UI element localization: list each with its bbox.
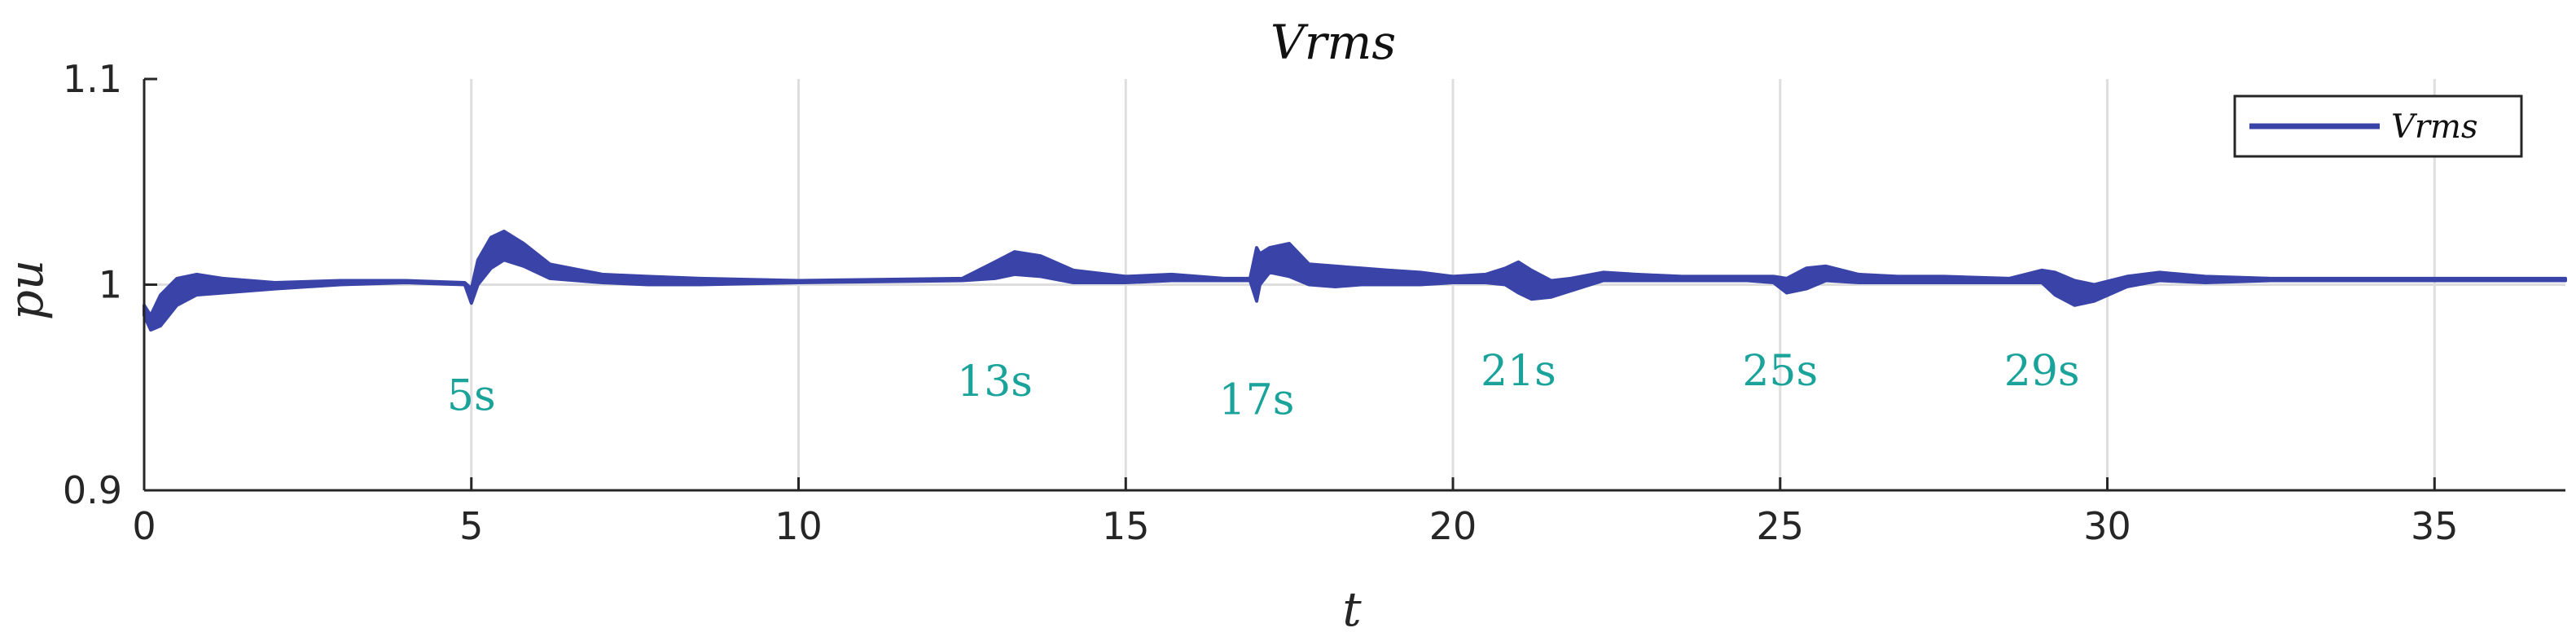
y-axis-title: pu (0, 260, 54, 320)
series-layer (143, 229, 2567, 332)
x-tick-label: 15 (1102, 504, 1150, 548)
annotation-label: 5s (447, 372, 496, 421)
legend: Vrms (2233, 94, 2523, 158)
annotation-label: 25s (1742, 347, 1818, 396)
annotation-label: 21s (1481, 347, 1556, 396)
y-tick-label: 1.1 (63, 57, 122, 101)
event-annotations: 5s 13s 17s 21s 25s 29s (447, 347, 2080, 424)
annotation-label: 13s (957, 358, 1033, 406)
x-tick-label: 35 (2411, 504, 2459, 548)
chart-title: Vrms (1270, 15, 1396, 70)
y-tick-label: 1 (99, 263, 122, 307)
series-vrms-band (143, 229, 2567, 332)
x-tick-label: 5 (459, 504, 483, 548)
annotation-label: 29s (2004, 347, 2080, 396)
x-tick-label: 25 (1757, 504, 1805, 548)
axes (143, 77, 2565, 492)
x-axis-title: t (1342, 582, 1362, 637)
tick-labels: 0 5 10 15 20 25 30 35 0.9 1 1.1 (63, 57, 2459, 548)
x-tick-label: 30 (2083, 504, 2131, 548)
x-tick-label: 0 (132, 504, 156, 548)
y-tick-label: 0.9 (63, 468, 122, 512)
x-tick-label: 10 (775, 504, 823, 548)
annotation-label: 17s (1219, 376, 1295, 425)
legend-label-vrms: Vrms (2391, 108, 2477, 146)
x-tick-label: 20 (1429, 504, 1477, 548)
